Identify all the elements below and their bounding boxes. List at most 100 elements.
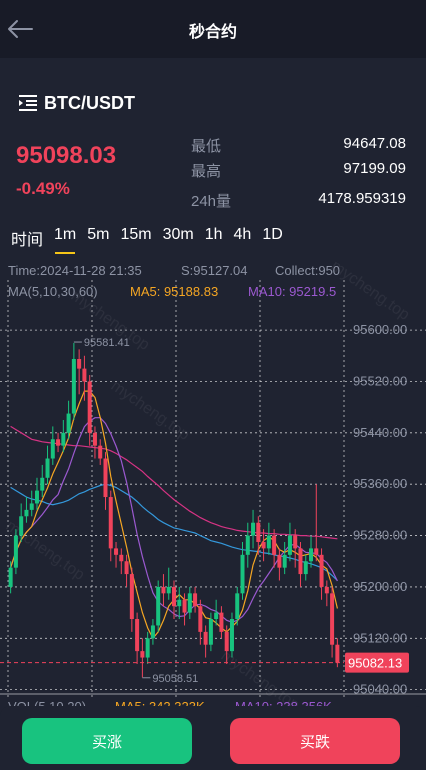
- top-bar: 秒合约: [0, 0, 426, 58]
- tab-1m[interactable]: 1m: [54, 226, 76, 254]
- candle-body: [77, 358, 82, 369]
- candle: [277, 548, 282, 581]
- candle-body: [50, 439, 55, 459]
- candle: [208, 612, 213, 652]
- candle-body: [203, 631, 208, 645]
- candle: [156, 580, 161, 632]
- candle: [29, 490, 34, 517]
- candle-body: [303, 561, 308, 575]
- candle-body: [61, 432, 66, 446]
- stat-high-value: 97199.09: [343, 160, 406, 177]
- candle-body: [45, 458, 50, 478]
- candle-body: [66, 413, 71, 433]
- candle-body: [208, 619, 213, 645]
- max-price-marker: 95581.41: [84, 337, 130, 349]
- candle-body: [13, 535, 18, 568]
- buy-down-button[interactable]: 买跌: [230, 718, 400, 764]
- candle-body: [298, 548, 303, 575]
- candle-body: [114, 548, 119, 555]
- stat-volume-value: 4178.959319: [318, 190, 406, 207]
- candle-body: [92, 432, 97, 446]
- last-price: 95098.03: [16, 142, 117, 169]
- candle: [108, 490, 113, 562]
- candle: [166, 567, 171, 600]
- candle-body: [98, 445, 103, 459]
- candle: [261, 529, 266, 562]
- info-time: Time:2024-11-28 21:35: [8, 263, 142, 278]
- candle: [282, 541, 287, 575]
- candle-body: [34, 490, 39, 504]
- candle-body: [182, 599, 187, 613]
- candle: [8, 561, 13, 594]
- candle: [309, 535, 314, 568]
- candle: [314, 484, 319, 562]
- kline-chart[interactable]: mycheng.top mycheng.top mycheng.top mych…: [0, 258, 426, 708]
- candle: [92, 426, 97, 459]
- candle: [61, 419, 66, 453]
- candle: [171, 580, 177, 620]
- tab-4h[interactable]: 4h: [233, 226, 252, 243]
- stat-low-label: 最低: [191, 138, 222, 155]
- info-s: S:95127.04: [181, 263, 248, 278]
- candle-body: [103, 458, 108, 498]
- vol-ma10-value: MA10: 238.356K: [235, 699, 332, 708]
- candle-body: [282, 554, 287, 568]
- candle: [198, 599, 203, 645]
- candle-body: [71, 358, 76, 414]
- candle: [40, 464, 45, 498]
- tab-1h[interactable]: 1h: [204, 226, 223, 243]
- buy-up-button[interactable]: 买涨: [22, 718, 192, 764]
- vol-params-label: VOL(5,10,20): [8, 699, 86, 708]
- candle: [298, 541, 303, 587]
- candle-body: [293, 535, 298, 549]
- candle-body: [156, 586, 161, 626]
- candle: [235, 586, 240, 626]
- candle: [50, 426, 55, 465]
- candle: [114, 541, 119, 568]
- candle-body: [314, 548, 319, 555]
- tab-15m[interactable]: 15m: [120, 226, 152, 243]
- chart-grid: [0, 280, 426, 698]
- candle-body: [224, 631, 229, 652]
- candle-body: [19, 516, 24, 536]
- current-price-badge: [345, 652, 409, 673]
- tab-time[interactable]: 时间: [11, 232, 44, 249]
- candle-body: [245, 535, 250, 555]
- candle: [203, 625, 208, 658]
- candle: [287, 522, 292, 562]
- candle: [119, 548, 124, 575]
- candle-body: [108, 497, 113, 549]
- page-title: 秒合约: [188, 24, 237, 41]
- candle-body: [87, 381, 92, 433]
- candle: [193, 586, 198, 613]
- pair-selector[interactable]: BTC/USDT: [18, 91, 135, 115]
- candle-body: [140, 651, 145, 658]
- y-axis-tick-label: 95360.00: [353, 476, 407, 491]
- candle-body: [193, 593, 198, 607]
- timeframe-tabs: 时间 1m 5m 15m 30m 1h 4h 1D: [11, 226, 294, 254]
- candle-body: [235, 593, 240, 620]
- candle: [240, 541, 245, 600]
- tab-5m[interactable]: 5m: [87, 226, 110, 243]
- candle: [319, 548, 324, 600]
- candle-body: [187, 593, 192, 613]
- candle-body: [135, 619, 140, 652]
- y-axis-tick-label: 95040.00: [353, 682, 407, 697]
- tab-1d[interactable]: 1D: [262, 226, 283, 243]
- candle-body: [150, 625, 155, 639]
- candle-body: [287, 535, 292, 555]
- y-axis-tick-label: 95120.00: [353, 630, 407, 645]
- stat-low-value: 94647.08: [343, 135, 406, 152]
- candle: [45, 445, 50, 485]
- candle: [34, 477, 39, 510]
- arrow-left-icon[interactable]: [6, 14, 34, 44]
- ma5-value: MA5: 95188.83: [130, 284, 218, 299]
- tab-30m[interactable]: 30m: [162, 226, 194, 243]
- candle-body: [124, 561, 129, 575]
- current-price-label: 95082.13: [348, 656, 402, 671]
- candle-body: [277, 554, 282, 568]
- candle-body: [129, 574, 134, 620]
- candle: [145, 631, 150, 664]
- stat-volume-label: 24h量: [191, 193, 232, 210]
- candle: [24, 497, 29, 523]
